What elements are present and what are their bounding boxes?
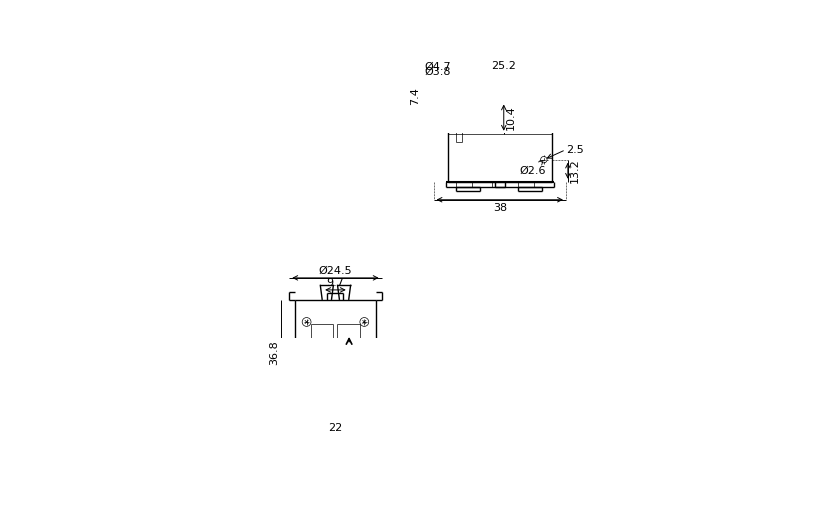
Text: Ø2.6: Ø2.6 (0, 511, 1, 512)
Text: 13.2: 13.2 (570, 158, 580, 183)
Text: 7.4: 7.4 (409, 88, 419, 105)
Text: Ø24.5: Ø24.5 (319, 266, 352, 275)
Text: 9.7: 9.7 (326, 278, 344, 288)
Text: 2.5: 2.5 (566, 145, 583, 155)
Text: Ø4.7: Ø4.7 (425, 61, 452, 71)
Text: 36.8: 36.8 (270, 340, 280, 366)
Text: Ø2.6: Ø2.6 (520, 160, 547, 176)
Text: 10.4: 10.4 (506, 105, 516, 130)
Text: 22: 22 (329, 423, 343, 433)
Text: 38: 38 (493, 203, 507, 213)
Text: 25.2: 25.2 (492, 61, 516, 71)
Text: Ø3.8: Ø3.8 (425, 67, 451, 77)
